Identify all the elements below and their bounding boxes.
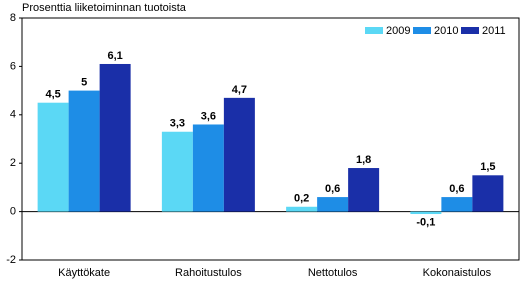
plot-frame <box>21 17 520 261</box>
value-label: 0,6 <box>325 183 340 195</box>
chart-title: Prosenttia liiketoiminnan tuotoista <box>22 2 187 14</box>
bar <box>441 197 473 212</box>
y-tick-label: 0 <box>10 206 16 218</box>
value-label: 1,8 <box>356 154 371 166</box>
y-tick-label: 4 <box>10 109 16 121</box>
bar <box>348 168 380 212</box>
x-tick-label: Kokonaistulos <box>423 267 492 279</box>
y-tick-label: -2 <box>6 254 16 266</box>
value-label: 0,2 <box>294 193 309 205</box>
x-tick-label: Rahoitustulos <box>175 267 242 279</box>
value-label: 5 <box>81 77 87 89</box>
bar <box>99 63 131 212</box>
legend-swatch <box>461 27 479 34</box>
x-tick-label: Nettotulos <box>308 267 358 279</box>
bar <box>472 175 504 212</box>
legend-label: 2010 <box>434 25 458 37</box>
value-label: 6,1 <box>107 50 122 62</box>
bar <box>192 124 224 212</box>
legend-label: 2009 <box>386 25 410 37</box>
value-label: 3,3 <box>170 118 185 130</box>
y-tick-label: 2 <box>10 157 16 169</box>
y-tick-label: 6 <box>10 60 16 72</box>
bar <box>161 131 193 212</box>
value-label: 0,6 <box>449 183 464 195</box>
bar <box>317 197 349 212</box>
x-tick-label: Käyttökate <box>58 267 110 279</box>
bar <box>68 90 100 212</box>
value-label: 4,5 <box>45 89 60 101</box>
bar <box>37 102 69 212</box>
legend-label: 2011 <box>482 25 506 37</box>
value-label: 4,7 <box>232 84 247 96</box>
bar <box>223 97 255 212</box>
value-label: -0,1 <box>416 217 435 229</box>
bar <box>286 206 318 212</box>
legend-swatch <box>365 27 383 34</box>
y-tick-label: 8 <box>10 12 16 24</box>
legend-swatch <box>413 27 431 34</box>
value-label: 3,6 <box>201 110 216 122</box>
bar <box>410 211 442 215</box>
value-label: 1,5 <box>480 161 495 173</box>
